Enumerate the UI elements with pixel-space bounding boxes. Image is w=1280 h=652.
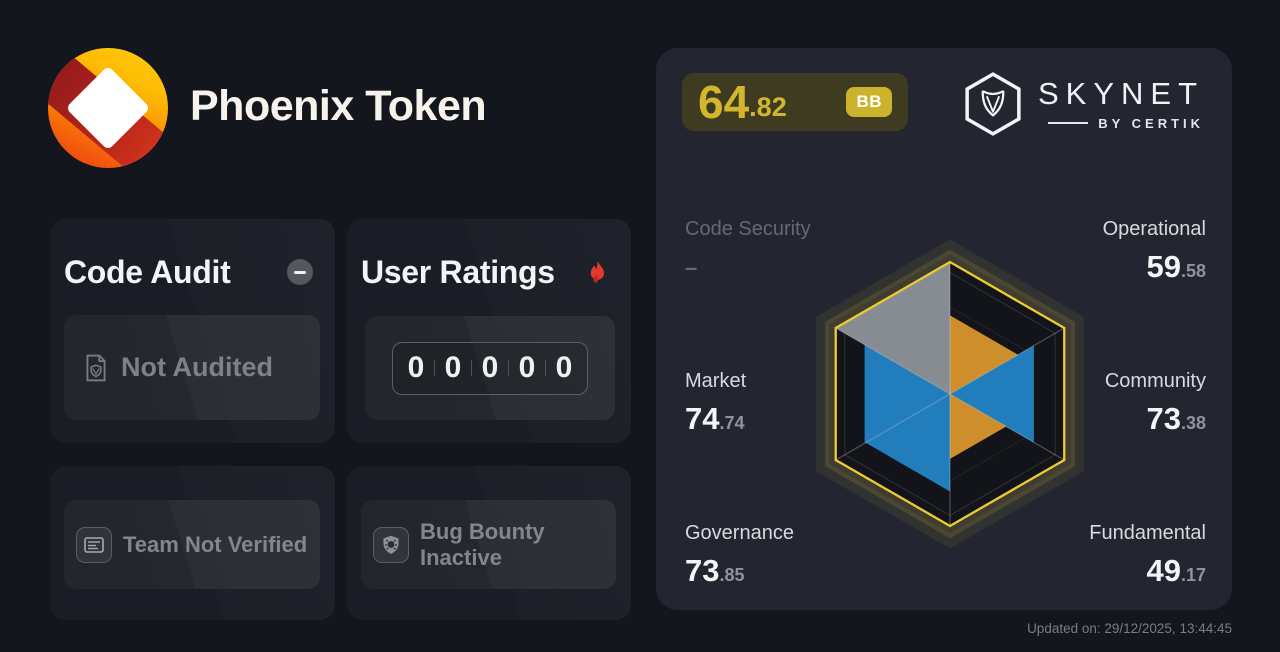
overall-score: 64 .82 BB (682, 73, 908, 131)
audit-status-label: Not Audited (121, 352, 273, 382)
phoenix-token-logo (48, 48, 168, 168)
minus-icon (294, 270, 306, 274)
not-audited-status: Not Audited (64, 315, 320, 420)
counter-separator (471, 360, 472, 376)
brand-byline: BY CERTIK (1038, 116, 1204, 131)
grade-badge: BB (846, 87, 892, 117)
team-id-icon (76, 526, 112, 563)
code-audit-card: Code Audit Not Audited (50, 219, 335, 443)
skynet-score-panel: 64 .82 BB SKYNET BY CERTIK Code Security… (656, 48, 1232, 610)
counter-digit: 0 (407, 351, 425, 384)
radar-chart (780, 224, 1120, 564)
brand-text: SKYNET BY CERTIK (1038, 76, 1205, 131)
metric-code-security: Code Security – (685, 218, 885, 281)
bug-bounty-card: Bug Bounty Inactive (347, 466, 631, 620)
score-decimal: .82 (749, 91, 787, 122)
audit-document-icon (86, 354, 106, 381)
metric-operational: Operational 59.58 (1102, 218, 1206, 284)
brand-line (1048, 122, 1089, 125)
user-ratings-header: User Ratings (361, 252, 609, 292)
updated-timestamp: Updated on: 29/12/2025, 13:44:45 (1027, 621, 1232, 636)
page-title: Phoenix Token (190, 82, 487, 130)
ratings-counter: 0 0 0 0 0 (392, 341, 588, 395)
team-status: Team Not Verified (64, 500, 320, 589)
byline-text: BY CERTIK (1098, 115, 1205, 131)
bug-bounty-status: Bug Bounty Inactive (361, 500, 616, 589)
user-ratings-title: User Ratings (361, 253, 555, 290)
user-ratings-card: User Ratings 0 0 0 0 0 (347, 219, 631, 443)
code-audit-header: Code Audit (64, 252, 313, 292)
certik-hexagon-icon (965, 72, 1021, 136)
bug-bounty-shield-icon (373, 526, 409, 563)
collapse-button[interactable] (287, 259, 313, 285)
ratings-counter-panel: 0 0 0 0 0 (365, 316, 615, 420)
counter-separator (434, 360, 435, 376)
counter-digit: 0 (481, 351, 499, 384)
skynet-logo: SKYNET BY CERTIK (960, 70, 1204, 138)
counter-digit: 0 (555, 351, 573, 384)
counter-digit: 0 (444, 351, 462, 384)
bug-bounty-status-label: Bug Bounty Inactive (420, 518, 545, 570)
flame-icon (590, 260, 605, 283)
score-integer: 64 (698, 76, 750, 128)
metric-governance: Governance 73.85 (685, 522, 794, 588)
code-audit-title: Code Audit (64, 253, 231, 290)
no-value-dash: – (685, 255, 698, 280)
team-card: Team Not Verified (50, 466, 335, 620)
metric-fundamental: Fundamental 49.17 (1089, 522, 1206, 588)
counter-digit: 0 (518, 351, 536, 384)
metric-community: Community 73.38 (1104, 370, 1206, 436)
metric-market: Market 74.74 (685, 370, 747, 436)
team-status-label: Team Not Verified (123, 531, 308, 557)
counter-separator (508, 360, 509, 376)
counter-separator (545, 360, 546, 376)
brand-name: SKYNET (1038, 76, 1205, 112)
